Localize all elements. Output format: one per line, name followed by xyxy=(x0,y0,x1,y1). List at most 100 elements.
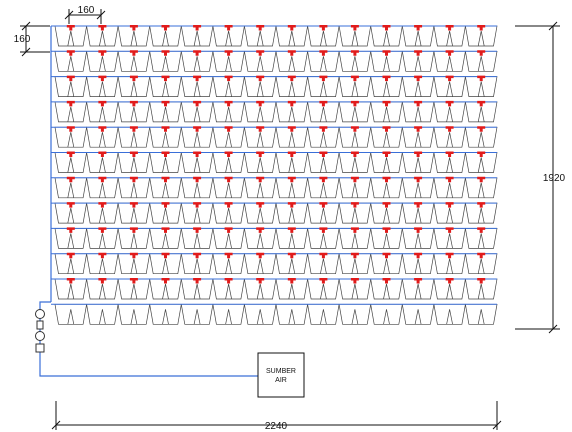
emitter-icon xyxy=(350,25,359,31)
emitter-icon xyxy=(161,126,170,132)
emitter-icon xyxy=(445,151,454,157)
emitter-icon xyxy=(350,50,359,56)
emitter-icon xyxy=(350,227,359,233)
emitter-icon xyxy=(256,100,265,107)
emitter-icon xyxy=(224,278,233,284)
emitter-icon xyxy=(382,278,391,284)
emitter-icon xyxy=(319,176,328,183)
planter-grid xyxy=(54,25,498,325)
emitter-icon xyxy=(445,227,454,233)
emitter-icon xyxy=(445,126,454,132)
emitter-icon xyxy=(98,252,107,259)
emitter-icon xyxy=(445,278,454,284)
emitter-icon xyxy=(161,50,170,56)
emitter-icon xyxy=(193,75,202,82)
emitter-icon xyxy=(319,75,328,82)
emitter-icon xyxy=(477,126,486,132)
emitter-icon xyxy=(129,100,138,107)
planter-pot xyxy=(307,303,340,325)
emitter-icon xyxy=(256,151,265,157)
emitter-icon xyxy=(193,252,202,259)
emitter-icon xyxy=(224,25,233,31)
water-source-box xyxy=(257,352,305,398)
emitter-icon xyxy=(129,252,138,259)
emitter-icon xyxy=(256,176,265,183)
emitter-icon xyxy=(98,278,107,284)
emitter-icon xyxy=(193,278,202,284)
emitter-icon xyxy=(129,278,138,284)
planter-pot xyxy=(433,303,466,325)
emitter-icon xyxy=(129,75,138,82)
emitter-icon xyxy=(129,126,138,132)
emitter-icon xyxy=(98,25,107,31)
emitter-icon xyxy=(414,100,423,107)
planter-pot xyxy=(54,303,88,325)
emitter-icon xyxy=(193,202,202,208)
emitter-icon xyxy=(350,278,359,284)
emitter-icon xyxy=(98,50,107,56)
emitter-icon xyxy=(287,50,296,56)
emitter-icon xyxy=(414,176,423,183)
planter-pot xyxy=(149,303,182,325)
emitter-icon xyxy=(287,176,296,183)
emitter-icon xyxy=(161,25,170,31)
emitter-icon xyxy=(193,25,202,31)
emitter-icon xyxy=(129,50,138,56)
dimension-total-width-label: 2240 xyxy=(265,421,288,432)
meter-icon xyxy=(35,343,45,353)
emitter-icon xyxy=(129,151,138,157)
emitter-icon xyxy=(161,151,170,157)
emitter-icon xyxy=(382,50,391,56)
emitter-icon xyxy=(161,227,170,233)
emitter-icon xyxy=(477,252,486,259)
emitter-icon xyxy=(319,50,328,56)
emitter-icon xyxy=(445,252,454,259)
emitter-icon xyxy=(414,252,423,259)
emitter-icon xyxy=(414,227,423,233)
emitter-icon xyxy=(445,50,454,56)
emitter-icon xyxy=(382,202,391,208)
dimension-left-spacing xyxy=(20,21,50,57)
emitter-icon xyxy=(477,25,486,31)
emitter-icon xyxy=(256,126,265,132)
emitter-icon xyxy=(287,151,296,157)
emitter-icon xyxy=(161,176,170,183)
water-source-label-line1: SUMBER xyxy=(266,368,296,375)
emitter-icon xyxy=(66,75,75,82)
emitter-icon xyxy=(477,202,486,208)
pump-icon xyxy=(35,331,45,341)
valve-icon xyxy=(35,309,45,319)
emitter-icon xyxy=(350,176,359,183)
emitter-icon xyxy=(66,151,75,157)
emitter-icon xyxy=(350,202,359,208)
emitter-icon xyxy=(445,176,454,183)
emitter-icon xyxy=(224,100,233,107)
emitter-icon xyxy=(477,75,486,82)
emitter-icon xyxy=(66,202,75,208)
emitter-icon xyxy=(477,50,486,56)
emitter-icon xyxy=(477,151,486,157)
emitter-icon xyxy=(224,50,233,56)
emitter-icon xyxy=(445,75,454,82)
supply-pipe xyxy=(39,301,258,377)
emitter-icon xyxy=(161,100,170,107)
emitter-icon xyxy=(98,126,107,132)
emitter-icon xyxy=(319,126,328,132)
emitter-icon xyxy=(319,227,328,233)
emitter-icon xyxy=(98,176,107,183)
dimension-total-height-label: 1920 xyxy=(543,173,566,184)
emitter-icon xyxy=(193,126,202,132)
planter-pot xyxy=(212,303,245,325)
emitter-icon xyxy=(287,100,296,107)
emitter-icon xyxy=(414,278,423,284)
planter-pot xyxy=(401,303,435,325)
emitter-icon xyxy=(414,50,423,56)
emitter-icon xyxy=(66,176,75,183)
emitter-icon xyxy=(477,227,486,233)
emitter-icon xyxy=(256,278,265,284)
emitter-icon xyxy=(350,151,359,157)
emitter-icon xyxy=(445,25,454,31)
planter-pot xyxy=(370,303,403,325)
emitter-icon xyxy=(350,100,359,107)
supply-fittings xyxy=(35,309,45,353)
